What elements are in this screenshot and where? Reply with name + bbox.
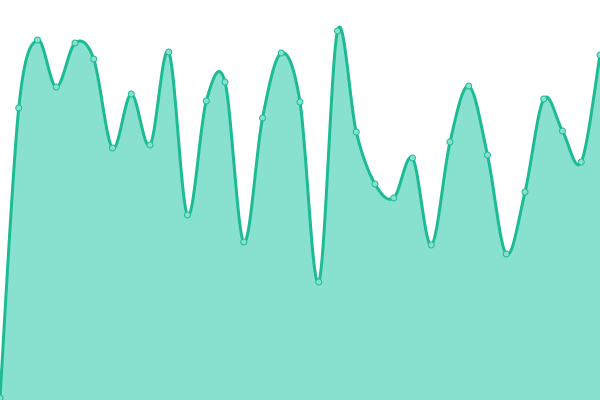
area-fill (0, 27, 600, 400)
data-point (371, 180, 379, 188)
data-point (427, 241, 435, 249)
data-point (15, 104, 23, 112)
data-point (277, 49, 285, 57)
data-point (240, 238, 248, 246)
data-point (334, 27, 341, 35)
data-point (34, 36, 41, 44)
data-point (0, 394, 4, 400)
data-point (484, 151, 491, 159)
data-point (127, 90, 135, 98)
data-point (502, 250, 510, 258)
data-point (52, 83, 60, 91)
data-point (71, 39, 79, 47)
data-point (465, 82, 473, 90)
data-point (109, 144, 116, 152)
data-point (596, 51, 600, 59)
data-point (221, 78, 229, 86)
data-point (577, 158, 585, 166)
data-point (446, 138, 454, 146)
data-point (259, 114, 266, 122)
data-point (90, 55, 98, 63)
data-point (165, 48, 173, 56)
data-point (202, 97, 210, 105)
data-point (296, 98, 304, 106)
data-point (521, 188, 529, 196)
data-point (540, 95, 548, 103)
data-point (409, 154, 416, 162)
data-point (352, 128, 360, 136)
data-point (146, 141, 154, 149)
data-point (315, 278, 323, 286)
data-point (390, 194, 398, 202)
data-point (184, 211, 191, 219)
data-point (559, 127, 566, 135)
